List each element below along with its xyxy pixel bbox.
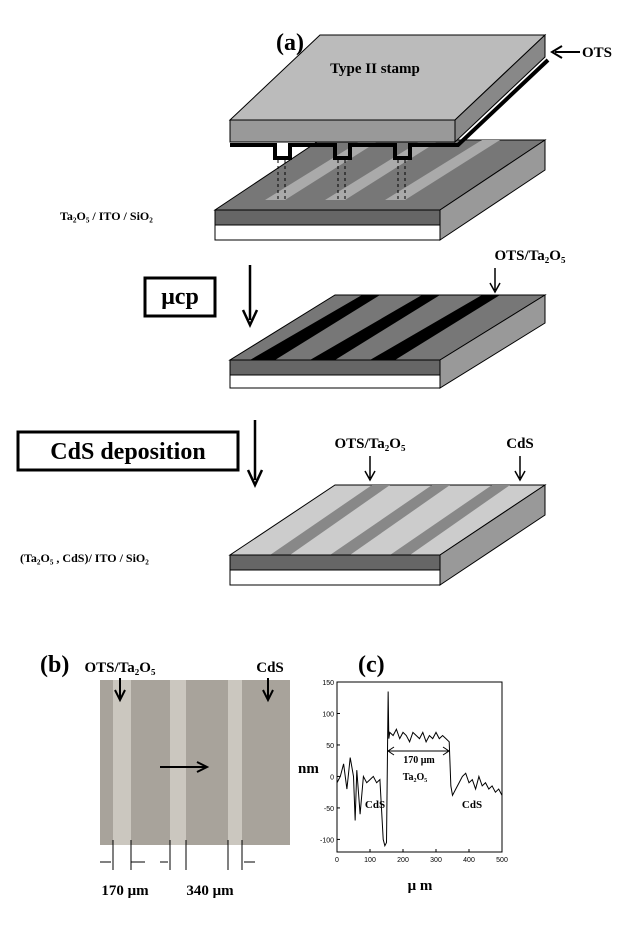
width-label: 340 μm (186, 883, 234, 899)
profile-line (337, 691, 502, 845)
x-axis-label: μ m (408, 878, 433, 894)
y-axis-label: nm (298, 761, 319, 777)
step-label: CdS deposition (50, 439, 205, 465)
x-tick-label: 0 (335, 857, 339, 864)
ots-ta2o5-label: OTS/Ta₂O₅ (335, 436, 406, 452)
y-tick-label: 0 (330, 774, 334, 781)
y-tick-label: 100 (322, 711, 334, 718)
micrograph (100, 680, 290, 845)
slab-2 (230, 295, 545, 388)
width-label: 170 μm (101, 883, 149, 899)
y-tick-label: 50 (326, 743, 334, 750)
substrate-label: Ta₂O₅ / ITO / SiO₂ (60, 209, 153, 223)
panel-label: (b) (40, 652, 69, 678)
panel-label: (c) (358, 652, 385, 678)
final-label: (Ta₂O₅ , CdS)/ ITO / SiO₂ (20, 551, 149, 565)
stamp-label: Type II stamp (330, 61, 420, 77)
annotation: Ta₂O₅ (403, 772, 428, 783)
slab-3 (230, 485, 545, 585)
y-tick-label: -100 (320, 837, 334, 844)
ots-ta2o5-label: OTS/Ta₂O₅ (495, 248, 566, 264)
cds-label: CdS (256, 660, 284, 676)
annotation: CdS (365, 799, 385, 811)
plot-frame (337, 682, 502, 852)
y-tick-label: -50 (324, 806, 334, 813)
x-tick-label: 200 (397, 857, 409, 864)
panel-label: (a) (276, 30, 304, 56)
x-tick-label: 400 (463, 857, 475, 864)
slab-1 (215, 140, 545, 240)
ots-ta2o5-label: OTS/Ta₂O₅ (85, 660, 156, 676)
x-tick-label: 300 (430, 857, 442, 864)
y-tick-label: 150 (322, 680, 334, 687)
annotation: 170 μm (403, 755, 435, 766)
step-label: μcp (161, 284, 199, 310)
cds-label: CdS (506, 436, 534, 452)
annotation: CdS (462, 799, 482, 811)
x-tick-label: 100 (364, 857, 376, 864)
figure: (a) Type II stamp OTS Ta₂O₅ / ITO / SiO₂… (0, 0, 617, 929)
x-tick-label: 500 (496, 857, 508, 864)
ots-label: OTS (582, 45, 612, 61)
